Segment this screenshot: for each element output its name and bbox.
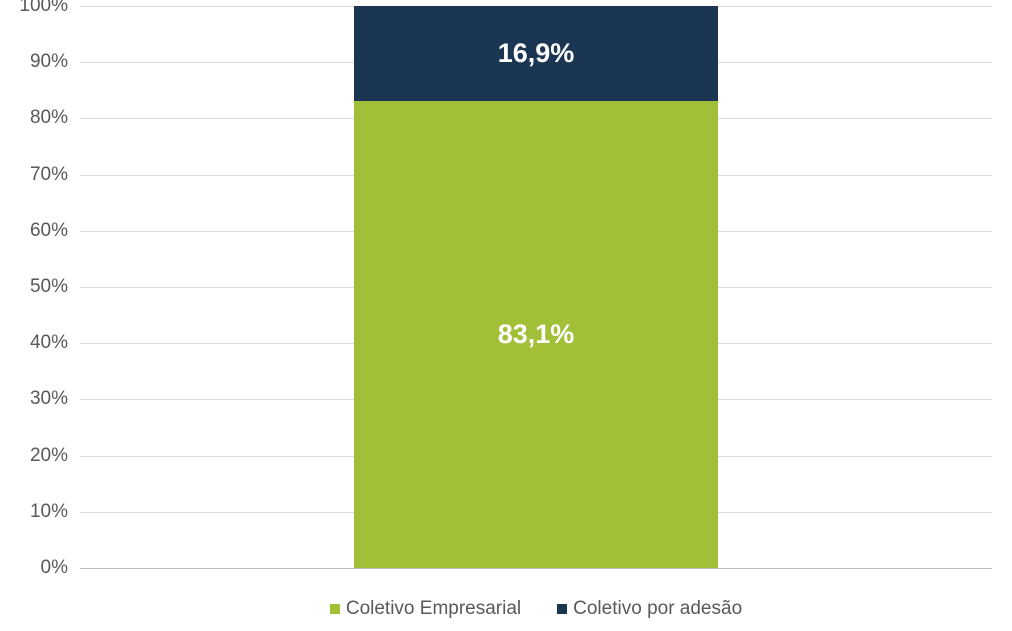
legend: Coletivo Empresarial Coletivo por adesão	[80, 598, 992, 620]
stacked-bar-chart: 0% 10% 20% 30% 40% 50% 60% 70% 80% 90% 100% 83,1% 16…	[0, 0, 1012, 631]
y-tick-label: 20%	[30, 445, 68, 467]
legend-item-coletivo_empresarial: Coletivo Empresarial	[330, 598, 521, 620]
legend-label: Coletivo por adesão	[573, 598, 742, 620]
legend-swatch	[330, 604, 340, 614]
x-axis-line	[80, 568, 992, 569]
y-tick-label: 90%	[30, 51, 68, 73]
bar-segment-label: 16,9%	[498, 38, 575, 69]
bar-segment-coletivo_por_adesao: 16,9%	[354, 6, 719, 101]
y-tick-label: 40%	[30, 332, 68, 354]
legend-swatch	[557, 604, 567, 614]
y-tick-label: 50%	[30, 276, 68, 298]
y-tick-label: 100%	[19, 0, 68, 17]
bar-stack: 83,1% 16,9%	[354, 6, 719, 568]
y-tick-label: 70%	[30, 164, 68, 186]
plot-area: 0%10%20%30%40%50%60%70%80%90%100%83,1%16…	[80, 6, 992, 568]
y-tick-label: 30%	[30, 388, 68, 410]
bar-segment-label: 83,1%	[498, 319, 575, 350]
y-tick-label: 0%	[41, 557, 68, 579]
y-tick-label: 10%	[30, 501, 68, 523]
y-tick-label: 80%	[30, 107, 68, 129]
y-tick-label: 60%	[30, 220, 68, 242]
legend-item-coletivo_por_adesao: Coletivo por adesão	[557, 598, 742, 620]
legend-label: Coletivo Empresarial	[346, 598, 521, 620]
bar-segment-coletivo_empresarial: 83,1%	[354, 101, 719, 568]
